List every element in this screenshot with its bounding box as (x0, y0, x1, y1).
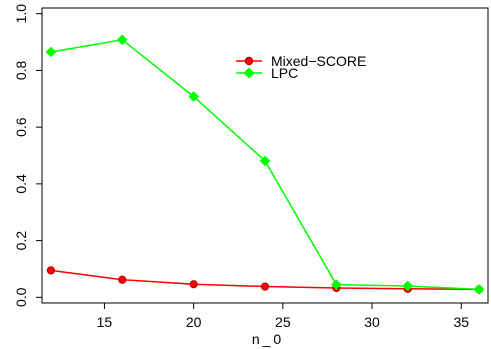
data-point-mixed-score (189, 280, 198, 289)
series-layer (45, 34, 485, 295)
y-axis: 0.0 0.2 0.4 0.6 0.8 1.0 (13, 4, 42, 307)
x-tick-label: 35 (453, 314, 469, 330)
data-point-mixed-score (260, 282, 270, 291)
data-point-lpc (331, 279, 342, 290)
plot-frame (41, 7, 489, 304)
y-tick-label: 0.8 (13, 60, 29, 80)
data-point-lpc (45, 46, 57, 58)
data-point-lpc (402, 280, 414, 292)
data-point-lpc (473, 284, 485, 295)
legend-label-lpc: LPC (271, 65, 298, 81)
legend-marker-lpc (243, 67, 255, 79)
x-axis: 15 20 25 30 35 (97, 303, 469, 330)
y-tick-label: 0.6 (13, 117, 29, 137)
legend-box (232, 47, 396, 84)
y-tick-label: 0.2 (13, 231, 29, 251)
series-lpc (45, 34, 485, 295)
x-tick-label: 25 (275, 314, 291, 330)
x-tick-label: 30 (364, 314, 380, 330)
legend-label-mixed-score: Mixed−SCORE (271, 53, 366, 69)
data-point-mixed-score (118, 275, 127, 284)
x-tick-label: 20 (186, 314, 202, 330)
y-tick-label: 0.4 (13, 174, 29, 194)
x-axis-title: n_0 (252, 331, 284, 347)
data-point-mixed-score (46, 266, 56, 275)
series-mixed-score (46, 266, 484, 294)
data-point-lpc (259, 155, 271, 167)
data-point-lpc (188, 91, 199, 102)
y-tick-label: 0.0 (13, 287, 29, 307)
x-tick-label: 15 (97, 314, 113, 330)
data-point-lpc (116, 34, 128, 46)
legend-marker-mixed-score (244, 56, 254, 66)
legend: Mixed−SCORE LPC (232, 47, 396, 84)
y-tick-label: 1.0 (13, 4, 29, 24)
